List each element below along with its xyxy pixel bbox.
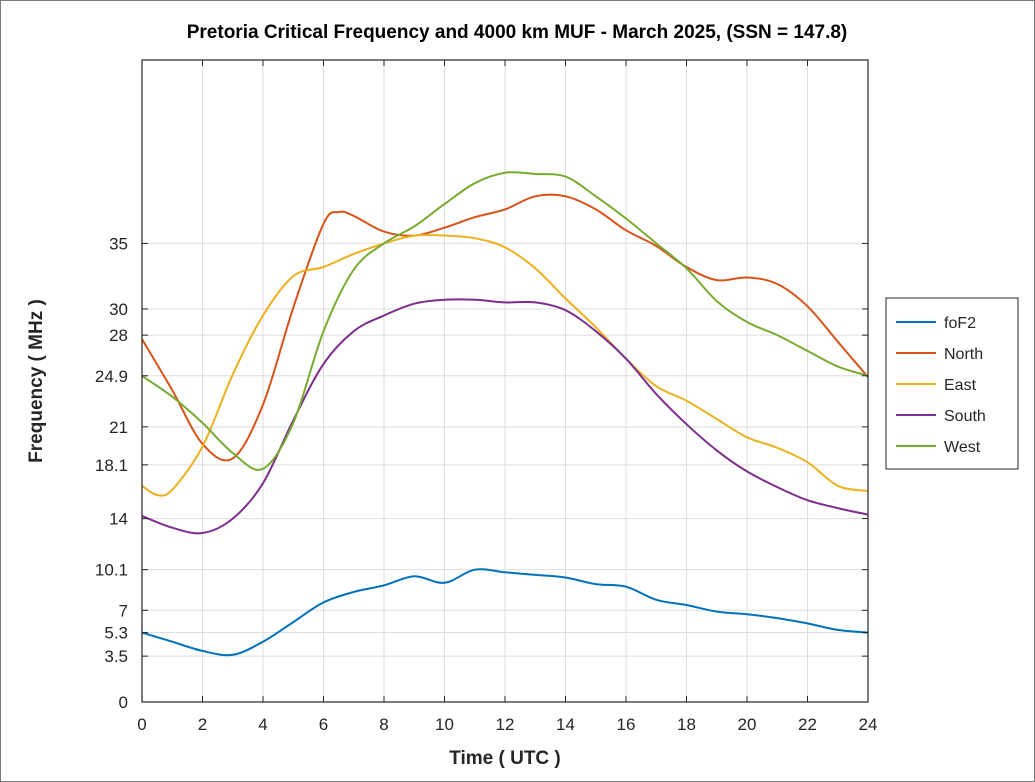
chart-title: Pretoria Critical Frequency and 4000 km … [187,22,848,43]
y-tick-label: 7 [119,601,128,620]
ticks: 0 2 4 6 8 10 12 14 16 18 20 22 2403.55.3710.11418.12… [95,60,878,734]
series-line-south [142,298,868,535]
x-tick-label: 18 [677,715,696,734]
x-tick-label: 12 [496,715,515,734]
legend-label-fof2: foF2 [944,315,976,332]
y-tick-label: 3.5 [104,647,128,666]
legend-label-west: West [944,439,981,456]
x-tick-label: 22 [798,715,817,734]
legend-label-north: North [944,346,983,363]
series-line-west [142,171,868,471]
x-tick-label: 2 [198,715,207,734]
legend: foF2 North East South West [885,297,1019,470]
series-line-fof2 [142,568,868,657]
y-tick-label: 21 [109,418,128,437]
y-tick-label: 30 [109,300,128,319]
y-tick-label: 0 [119,693,128,712]
y-tick-label: 5.3 [104,624,128,643]
x-tick-label: 0 [137,715,146,734]
x-tick-label: 24 [859,715,878,734]
x-tick-label: 20 [738,715,757,734]
legend-label-east: East [944,377,977,394]
series-layer [142,171,868,657]
series-line-north [142,193,868,462]
x-tick-label: 8 [379,715,388,734]
x-tick-label: 10 [435,715,454,734]
x-tick-label: 14 [556,715,575,734]
y-tick-label: 28 [109,326,128,345]
y-tick-label: 35 [109,234,128,253]
grid [141,60,869,703]
x-axis-label: Time ( UTC ) [449,748,561,769]
legend-label-south: South [944,408,986,425]
y-tick-label: 24.9 [95,367,128,386]
x-tick-label: 4 [258,715,267,734]
x-tick-label: 6 [319,715,328,734]
y-tick-label: 14 [109,510,128,529]
series-line-east [142,233,868,497]
x-tick-label: 16 [617,715,636,734]
y-tick-label: 18.1 [95,456,128,475]
y-tick-label: 10.1 [95,561,128,580]
y-axis-label: Frequency ( MHz ) [26,299,47,463]
